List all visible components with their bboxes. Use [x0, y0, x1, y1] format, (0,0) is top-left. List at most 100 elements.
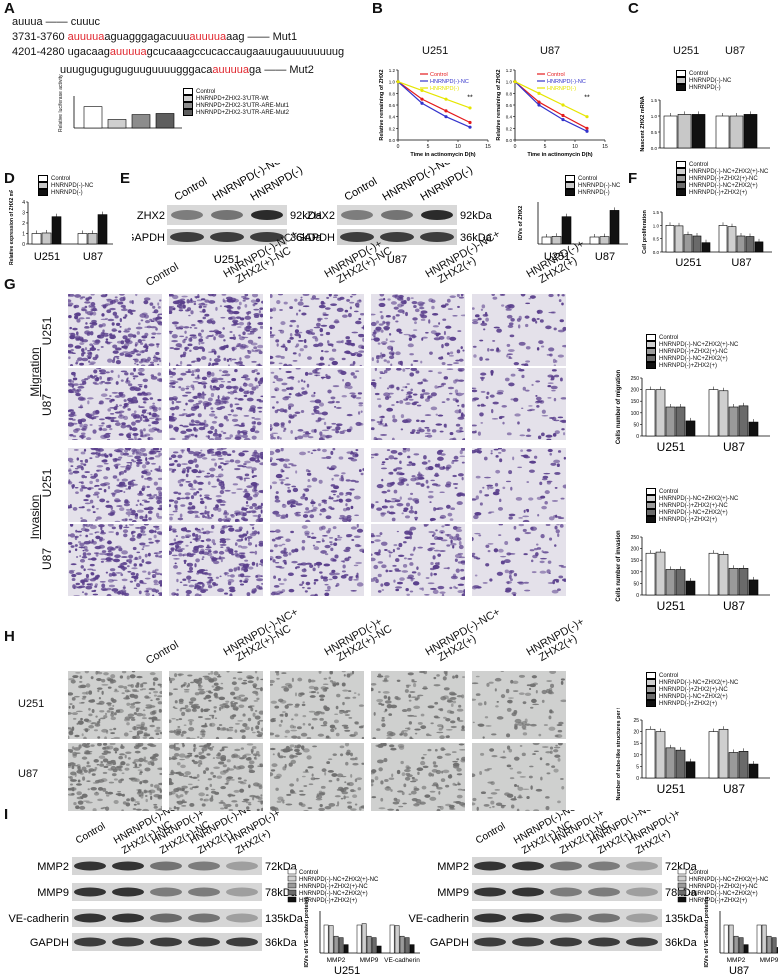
legend-swatch: [183, 102, 193, 109]
legend-swatch: [677, 868, 687, 875]
row-label: VE-cadherin: [8, 913, 69, 925]
data-point: [468, 125, 472, 129]
bar: [665, 406, 676, 437]
legend-entry: HNRNPD(-): [38, 189, 93, 196]
cell-line-label: U251: [334, 965, 360, 977]
micrograph-texture: [270, 524, 364, 596]
data-point: [420, 97, 424, 101]
chart-b-u87: 0 5 10 15 0.0 0.2 0.4 0.6 0.8 1.0 1.2 Relative rema…: [496, 68, 608, 158]
blot-band: [74, 861, 106, 871]
x-tick-label: VE-cadherin: [384, 957, 420, 964]
seq-top: auuua —— cuuuc: [12, 16, 101, 28]
x-tick-label: U251: [675, 257, 701, 268]
bar: [51, 216, 62, 245]
bar: [366, 935, 372, 954]
micrograph-image: [371, 524, 465, 596]
column-label: HNRNPD(-)-NC+ ZHX2(+)-NC: [222, 606, 306, 668]
micrograph-image: [472, 448, 566, 522]
legend-entry: Control: [565, 175, 620, 182]
blot-band: [188, 861, 220, 871]
seq-line-3: uuuguguguguguuguuuugggacaauuuuaga —— Mut…: [60, 64, 314, 76]
y-tick-label: 20: [633, 730, 639, 736]
bar: [83, 106, 103, 129]
legend-label: HNRNPD(-)-NC: [430, 79, 469, 85]
y-tick-label: 0.6: [389, 103, 396, 108]
bar: [728, 568, 739, 596]
lane-label: Control: [343, 175, 380, 203]
legend-swatch: [646, 679, 656, 686]
y-tick-label: 150: [631, 399, 640, 405]
data-point: [561, 113, 565, 118]
legend-entry: HNRNPD(-)-NC: [676, 77, 731, 84]
bar: [371, 937, 377, 954]
bar: [41, 232, 52, 245]
micrograph-image: [371, 448, 465, 522]
lane-label: Control: [173, 175, 210, 203]
micrograph-texture: [371, 294, 465, 366]
bar: [728, 406, 739, 437]
legend-entry: HNRNPD(-)-NC: [38, 182, 93, 189]
y-tick-label: 1.0: [389, 80, 396, 85]
y-tick-label: 0.4: [506, 115, 513, 120]
chart-g-invasion-legend: Control HNRNPD(-)-NC+ZHX2(+)-NC HNRNPD(-)+…: [646, 488, 738, 523]
micrograph-image: [270, 671, 364, 739]
y-tick-label: 0.8: [506, 91, 513, 96]
blot-band: [588, 861, 620, 871]
chart-a-ylabel: Relative luciferase activity: [58, 74, 64, 132]
blot-band: [112, 937, 144, 947]
micrograph-image: [169, 294, 263, 366]
bar: [723, 924, 729, 954]
legend-label: HNRNPD(-)+ZHX2(+): [659, 362, 718, 369]
series-line: [397, 81, 471, 109]
series-line: [397, 81, 471, 124]
bar: [718, 225, 728, 253]
micrograph-image: [68, 524, 162, 596]
legend-swatch: [677, 889, 687, 896]
panel-label-b: B: [372, 0, 383, 17]
bar: [708, 731, 719, 779]
legend-label: HNRNPD(-)-NC: [578, 182, 621, 189]
blot-band: [474, 913, 506, 923]
legend-entry: Control: [676, 161, 768, 168]
seq3-pre: uuuguguguguguuguuuugggaca: [60, 64, 213, 76]
legend-label: HNRNPD(-)-NC+ZHX2(+)-NC: [659, 341, 739, 348]
seq1-end: aag —— Mut1: [226, 31, 298, 43]
row-label: MMP2: [437, 861, 469, 873]
micrograph-image: [472, 368, 566, 440]
blot-band: [474, 937, 506, 947]
blot-band: [341, 210, 373, 220]
bar: [728, 924, 734, 954]
legend-swatch: [677, 896, 687, 903]
y-tick-label: 2: [22, 221, 25, 227]
x-tick-label: U87: [83, 251, 103, 263]
data-point: [444, 97, 448, 101]
y-axis-label: Number of tube-like structures per field: [616, 708, 622, 801]
y-axis-label: Relative expression of ZHX2 mRNA: [9, 190, 15, 265]
micrograph-image: [371, 368, 465, 440]
legend-label: Control: [299, 870, 318, 876]
seq1-mid: aguagggagacuuu: [104, 31, 190, 43]
legend-entry: Control: [646, 488, 738, 495]
bar: [674, 225, 684, 253]
cell-line-label: U251: [214, 254, 240, 266]
micrograph-texture: [472, 368, 566, 440]
panel-label-d: D: [4, 170, 15, 187]
bar: [728, 752, 739, 779]
blot-band: [588, 887, 620, 897]
data-point: [396, 80, 400, 84]
bar: [655, 551, 666, 596]
y-axis-label: Relative remaining of ZHX2: [379, 69, 385, 140]
y-tick-label: 0: [636, 434, 639, 440]
y-tick-label: 0.0: [651, 146, 658, 151]
legend-entry: HNRNPD(-)-NC+ZHX2(+)-NC: [676, 168, 768, 175]
row-label: U251: [40, 468, 54, 498]
seq2-pos: 4201-4280: [12, 46, 65, 58]
micrograph-image: [472, 743, 566, 811]
micrograph-image: [68, 671, 162, 739]
legend-entry: HNRNPD(-)+ZHX2(+)-NC: [646, 348, 738, 355]
legend-entry: HNRNPD(-)-NC+ZHX2(+): [676, 182, 768, 189]
legend-label: HNRNPD(-)+ZHX2(+)-NC: [659, 348, 728, 355]
y-tick-label: 50: [633, 581, 639, 587]
legend-swatch: [287, 882, 297, 889]
legend-label: Control: [659, 488, 679, 495]
